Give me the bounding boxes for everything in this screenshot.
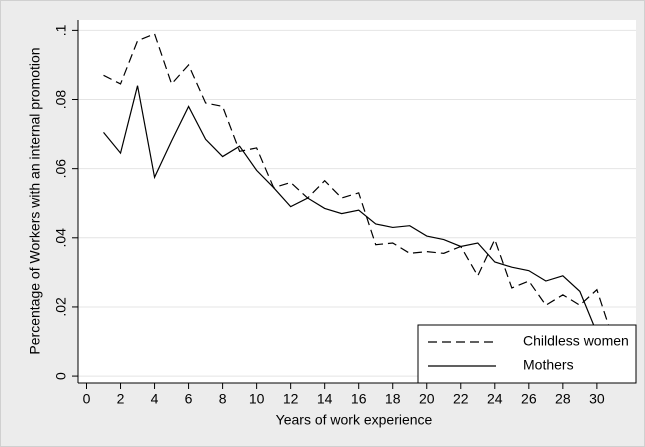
legend-label: Mothers bbox=[523, 357, 574, 373]
y-axis-label: Percentage of Workers with an internal p… bbox=[27, 47, 43, 354]
y-tick-label: .02 bbox=[53, 297, 69, 317]
x-tick-label: 22 bbox=[453, 391, 469, 407]
x-tick-label: 8 bbox=[219, 391, 227, 407]
x-axis-label: Years of work experience bbox=[276, 412, 433, 428]
series-line bbox=[103, 85, 615, 339]
x-tick-label: 20 bbox=[419, 391, 435, 407]
y-tick-label: .1 bbox=[53, 24, 69, 36]
x-tick-label: 4 bbox=[151, 391, 159, 407]
y-tick-label: 0 bbox=[53, 372, 69, 380]
y-tick-label: .04 bbox=[53, 228, 69, 248]
x-tick-label: 28 bbox=[555, 391, 571, 407]
legend-label: Childless women bbox=[523, 333, 629, 349]
legend: Childless women Mothers bbox=[417, 324, 637, 384]
x-tick-label: 6 bbox=[185, 391, 193, 407]
y-tick-label: .08 bbox=[53, 90, 69, 110]
x-tick-label: 0 bbox=[83, 391, 91, 407]
legend-box bbox=[417, 324, 637, 384]
x-tick-label: 10 bbox=[249, 391, 265, 407]
x-tick-label: 16 bbox=[351, 391, 367, 407]
x-tick-label: 2 bbox=[117, 391, 125, 407]
x-tick-label: 14 bbox=[317, 391, 333, 407]
series-line bbox=[103, 33, 615, 342]
x-tick-label: 26 bbox=[521, 391, 537, 407]
y-tick-label: .06 bbox=[53, 159, 69, 179]
x-tick-label: 30 bbox=[589, 391, 605, 407]
x-tick-label: 12 bbox=[283, 391, 299, 407]
x-tick-label: 24 bbox=[487, 391, 503, 407]
x-tick-label: 18 bbox=[385, 391, 401, 407]
